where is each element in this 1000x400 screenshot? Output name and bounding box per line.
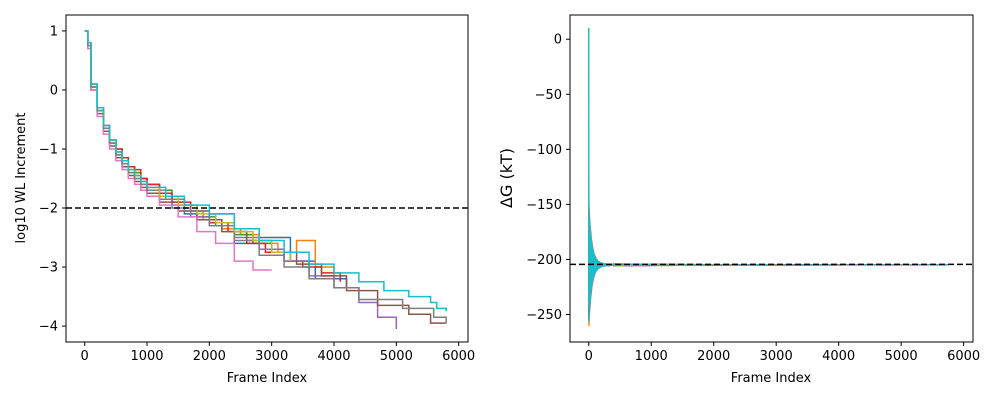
y-axis-label: ΔG (kT)	[497, 148, 516, 208]
y-tick-label: −4	[39, 320, 58, 335]
y-tick-label: −150	[526, 198, 562, 213]
x-axis-label: Frame Index	[731, 371, 812, 386]
y-tick-label: −100	[526, 143, 562, 158]
x-axis-ticks: 0 1000 2000 3000 4000 5000 6000	[585, 342, 980, 364]
plot-frame	[569, 14, 974, 343]
x-tick-label: 5000	[380, 349, 413, 364]
y-tick-label: −50	[535, 88, 562, 103]
x-tick-label: 1000	[635, 349, 668, 364]
x-tick-label: 5000	[885, 349, 918, 364]
x-tick-label: 2000	[193, 349, 226, 364]
x-axis-ticks: 0 1000 2000 3000 4000 5000 6000	[81, 342, 475, 364]
y-tick-label: 1	[50, 24, 58, 39]
y-tick-label: −250	[526, 308, 562, 323]
x-tick-label: 6000	[442, 349, 475, 364]
y-axis-ticks: 0 −50 −100 −150 −200 −250	[526, 33, 570, 323]
free-energy-chart: 0 1000 2000 3000 4000 5000 6000 0 −50 −100 −150 −2…	[497, 14, 980, 386]
y-tick-label: −2	[39, 202, 58, 217]
y-tick-label: 0	[554, 33, 562, 48]
x-tick-label: 3000	[760, 349, 793, 364]
x-tick-label: 2000	[697, 349, 730, 364]
x-tick-label: 6000	[947, 349, 980, 364]
x-tick-label: 1000	[130, 349, 163, 364]
y-tick-label: −3	[39, 261, 58, 276]
wl-increment-chart: 0 1000 2000 3000 4000 5000 6000 1 0 −1 −2 −3 −4 Fra…	[14, 14, 475, 386]
series-line-10	[84, 30, 447, 312]
plot-frame	[65, 14, 469, 343]
wl-increment-series	[84, 30, 447, 329]
x-tick-label: 0	[81, 349, 89, 364]
x-tick-label: 3000	[255, 349, 288, 364]
x-tick-label: 4000	[822, 349, 855, 364]
y-tick-label: 0	[50, 83, 58, 98]
series-line-10	[588, 28, 949, 322]
y-axis-ticks: 1 0 −1 −2 −3 −4	[39, 24, 66, 335]
x-tick-label: 0	[585, 349, 593, 364]
y-axis-label: log10 WL Increment	[14, 113, 29, 244]
y-tick-label: −200	[526, 253, 562, 268]
x-axis-label: Frame Index	[227, 371, 308, 386]
y-tick-label: −1	[39, 142, 58, 157]
series-line-7	[84, 30, 272, 271]
x-tick-label: 4000	[317, 349, 350, 364]
